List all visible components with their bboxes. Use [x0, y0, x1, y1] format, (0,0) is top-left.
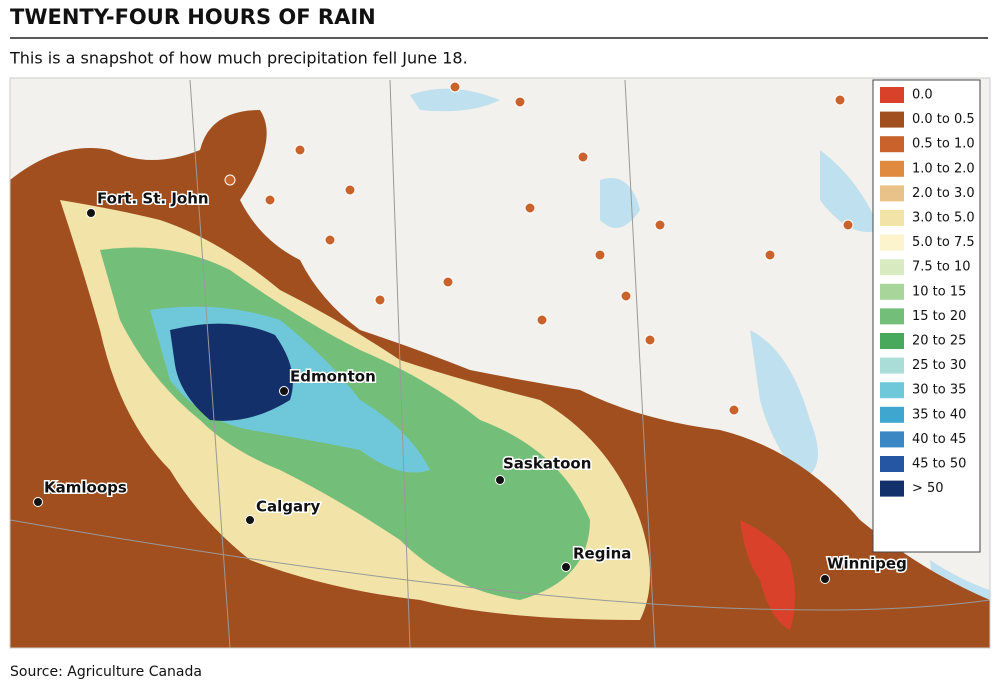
- legend-swatch: [880, 357, 904, 374]
- legend-label: 30 to 35: [912, 383, 966, 398]
- legend-swatch: [880, 87, 904, 103]
- legend-swatch: [880, 382, 904, 399]
- legend-label: 10 to 15: [912, 284, 966, 299]
- legend-label: > 50: [912, 481, 944, 496]
- legend: 0.0 0.0 to 0.5 0.5 to 1.0 1.0 to 2.0 2.0 to …: [872, 79, 981, 553]
- legend-label: 25 to 30: [912, 358, 966, 373]
- cities: Fort. St. John Edmonton Kamloops Calgary…: [33, 188, 908, 584]
- city-label: Regina: [573, 545, 631, 563]
- legend-swatch: [880, 185, 904, 202]
- subtitle: This is a snapshot of how much precipita…: [9, 49, 468, 68]
- legend-label: 35 to 40: [912, 407, 966, 422]
- city-label: Winnipeg: [827, 555, 907, 573]
- legend-swatch: [880, 136, 904, 153]
- city-label: Edmonton: [290, 368, 376, 386]
- title: TWENTY-FOUR HOURS OF RAIN: [10, 5, 376, 29]
- legend-label: 0.5 to 1.0: [912, 137, 975, 152]
- legend-swatch: [880, 431, 904, 448]
- legend-swatch: [880, 259, 904, 276]
- legend-label: 5.0 to 7.5: [912, 235, 975, 250]
- legend-label: 1.0 to 2.0: [912, 161, 975, 176]
- city-label: Calgary: [256, 498, 321, 516]
- source: Source: Agriculture Canada: [10, 664, 202, 680]
- city-label: Kamloops: [44, 479, 127, 497]
- legend-label: 40 to 45: [912, 432, 966, 447]
- legend-swatch: [880, 160, 904, 177]
- legend-swatch: [880, 406, 904, 423]
- legend-label: 3.0 to 5.0: [912, 211, 975, 226]
- legend-label: 15 to 20: [912, 309, 966, 324]
- legend-label: 7.5 to 10: [912, 260, 971, 275]
- legend-label: 20 to 25: [912, 334, 966, 349]
- legend-swatch: [880, 111, 904, 128]
- legend-swatch: [880, 234, 904, 251]
- legend-label: 0.0 to 0.5: [912, 112, 975, 127]
- legend-swatch: [880, 308, 904, 325]
- legend-label: 0.0: [912, 88, 933, 103]
- city-label: Saskatoon: [503, 455, 591, 473]
- city-label: Fort. St. John: [97, 190, 209, 208]
- map-frame: [9, 77, 991, 649]
- legend-label: 2.0 to 3.0: [912, 186, 975, 201]
- legend-swatch: [880, 480, 904, 497]
- legend-swatch: [880, 333, 904, 349]
- map: [9, 77, 991, 649]
- legend-swatch: [880, 283, 904, 300]
- legend-swatch: [880, 210, 904, 226]
- legend-swatch: [880, 456, 904, 472]
- legend-label: 45 to 50: [912, 457, 966, 472]
